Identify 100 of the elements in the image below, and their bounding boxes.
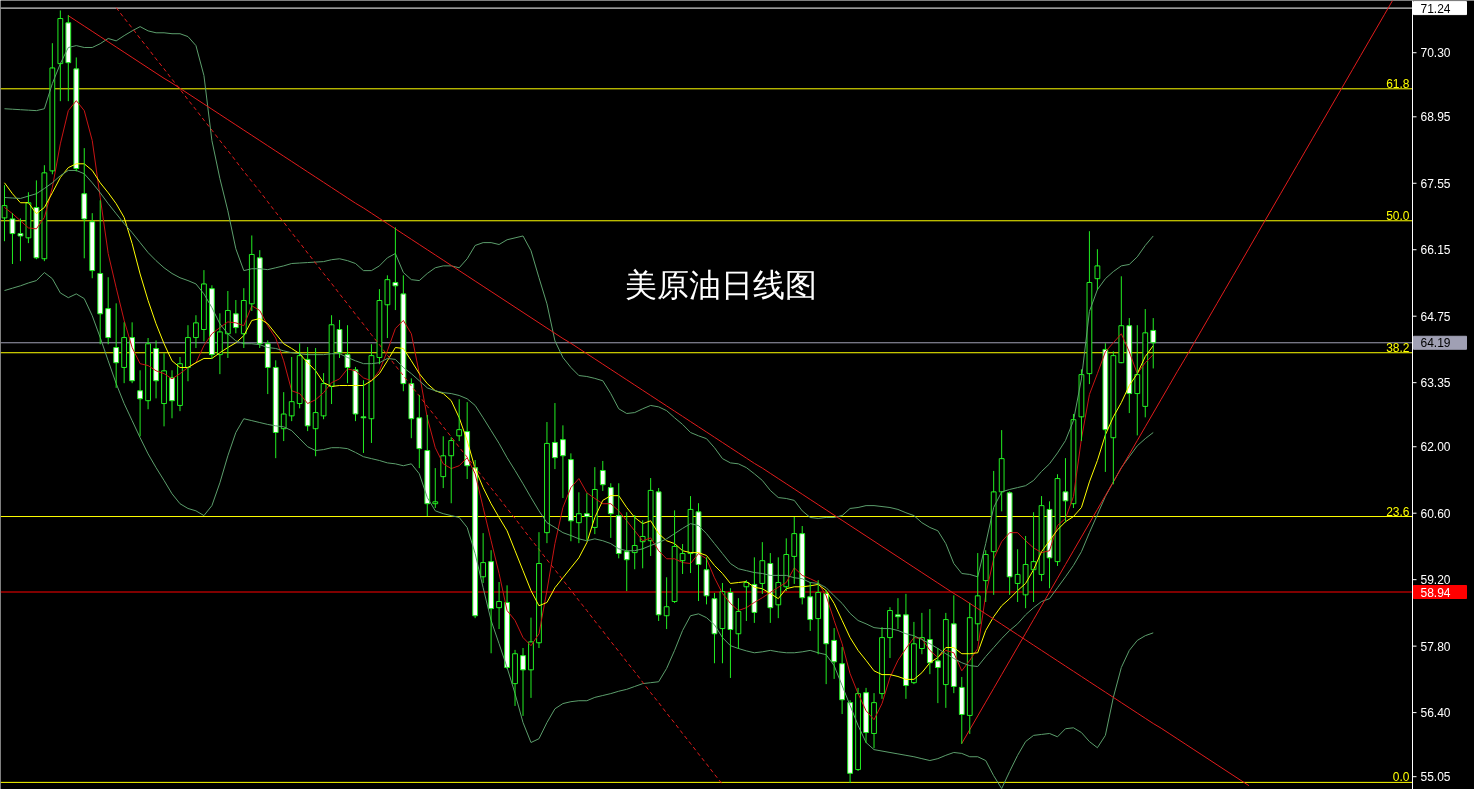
candlestick bbox=[655, 488, 662, 621]
candlestick bbox=[807, 582, 814, 631]
candlestick bbox=[1078, 369, 1085, 442]
candlestick bbox=[839, 647, 846, 715]
candlestick bbox=[137, 370, 143, 437]
candlestick bbox=[599, 460, 606, 491]
candlestick bbox=[1134, 325, 1141, 436]
candlestick bbox=[1022, 535, 1029, 609]
candlestick bbox=[1142, 309, 1149, 418]
candlestick bbox=[1086, 231, 1093, 385]
candlestick bbox=[942, 612, 949, 708]
candlestick bbox=[575, 492, 582, 544]
candlestick bbox=[384, 275, 391, 339]
candlestick bbox=[264, 340, 271, 395]
candlestick bbox=[536, 532, 542, 649]
candlestick bbox=[950, 595, 957, 694]
candlestick bbox=[1110, 351, 1117, 485]
candlestick bbox=[1006, 492, 1013, 595]
candlestick bbox=[209, 285, 215, 359]
candlestick bbox=[97, 200, 104, 345]
candlestick bbox=[161, 353, 167, 427]
annotation: 50.0 bbox=[1386, 208, 1410, 223]
candlestick bbox=[799, 526, 806, 605]
y-tick-label: 63.35 bbox=[1420, 376, 1451, 391]
candlestick bbox=[57, 10, 64, 102]
candlestick bbox=[456, 399, 463, 442]
candlestick bbox=[392, 227, 399, 311]
candlestick bbox=[783, 538, 790, 592]
candlestick bbox=[240, 288, 247, 349]
candlestick bbox=[185, 325, 191, 382]
candlestick bbox=[887, 607, 893, 659]
candlestick bbox=[280, 392, 287, 442]
candlestick bbox=[982, 550, 989, 603]
y-tick-label: 64.75 bbox=[1420, 309, 1451, 324]
y-tick-label: 62.00 bbox=[1420, 440, 1451, 455]
candlestick bbox=[416, 394, 423, 469]
candlestick bbox=[823, 590, 830, 685]
candlestick bbox=[767, 553, 774, 623]
y-tick-label: 70.30 bbox=[1420, 46, 1451, 61]
candlestick bbox=[408, 378, 415, 439]
y-tick-label: 66.15 bbox=[1420, 243, 1451, 258]
y-tick-label: 67.55 bbox=[1420, 176, 1451, 191]
candlestick bbox=[312, 347, 319, 457]
candlestick bbox=[248, 235, 255, 311]
y-tick-label: 68.95 bbox=[1420, 110, 1451, 125]
y-tick-label: 56.40 bbox=[1420, 706, 1451, 721]
annotation: 38.2 bbox=[1386, 340, 1410, 355]
candlestick bbox=[671, 510, 678, 603]
y-tick-label: 58.94 bbox=[1420, 585, 1451, 600]
candlestick bbox=[320, 373, 327, 420]
candlestick bbox=[727, 588, 734, 678]
candlestick bbox=[679, 544, 686, 574]
candlestick bbox=[432, 468, 439, 509]
candlestick bbox=[990, 470, 997, 595]
candlestick bbox=[791, 516, 798, 584]
candlestick bbox=[448, 437, 455, 504]
candlestick bbox=[256, 250, 263, 349]
candlestick bbox=[232, 300, 239, 334]
candlestick bbox=[759, 542, 766, 594]
candlestick bbox=[855, 687, 861, 771]
candlestick bbox=[145, 338, 151, 410]
candlestick bbox=[544, 422, 550, 544]
y-tick-label: 71.24 bbox=[1420, 1, 1451, 16]
candlestick bbox=[607, 483, 614, 538]
candlestick bbox=[400, 275, 407, 392]
candlestick bbox=[193, 315, 199, 349]
candlestick bbox=[1118, 276, 1125, 364]
candlestick bbox=[903, 593, 909, 699]
candlestick bbox=[1094, 249, 1101, 291]
candlestick bbox=[65, 15, 72, 102]
candlestick bbox=[879, 627, 885, 699]
y-tick-label: 60.60 bbox=[1420, 506, 1451, 521]
annotation: 61.8 bbox=[1386, 76, 1410, 91]
candlestick bbox=[113, 303, 120, 388]
candlestick bbox=[815, 580, 822, 655]
candlestick bbox=[583, 493, 590, 541]
line-series bbox=[3, 100, 1154, 721]
candlestick bbox=[224, 291, 231, 358]
candlestick bbox=[25, 192, 32, 244]
candlestick bbox=[974, 553, 981, 641]
candlestick bbox=[520, 648, 526, 716]
candlestick bbox=[966, 602, 973, 734]
candlestick bbox=[153, 340, 159, 399]
candlestick bbox=[376, 289, 383, 365]
candlestick bbox=[934, 648, 941, 704]
candlestick bbox=[998, 430, 1005, 512]
candlestick bbox=[304, 347, 311, 432]
candlestick bbox=[41, 165, 48, 262]
candlestick bbox=[49, 43, 56, 175]
candlestick bbox=[615, 483, 622, 559]
annotation: 23.6 bbox=[1386, 504, 1410, 519]
text: 美原油日线图 bbox=[624, 265, 817, 304]
candlestick bbox=[512, 649, 518, 706]
candlestick bbox=[201, 270, 207, 342]
candlestick bbox=[751, 557, 758, 623]
candlestick bbox=[296, 343, 303, 409]
candlestick bbox=[89, 213, 96, 279]
candlestick bbox=[129, 322, 136, 384]
candlestick bbox=[440, 436, 447, 489]
y-tick-label: 59.20 bbox=[1420, 573, 1451, 588]
